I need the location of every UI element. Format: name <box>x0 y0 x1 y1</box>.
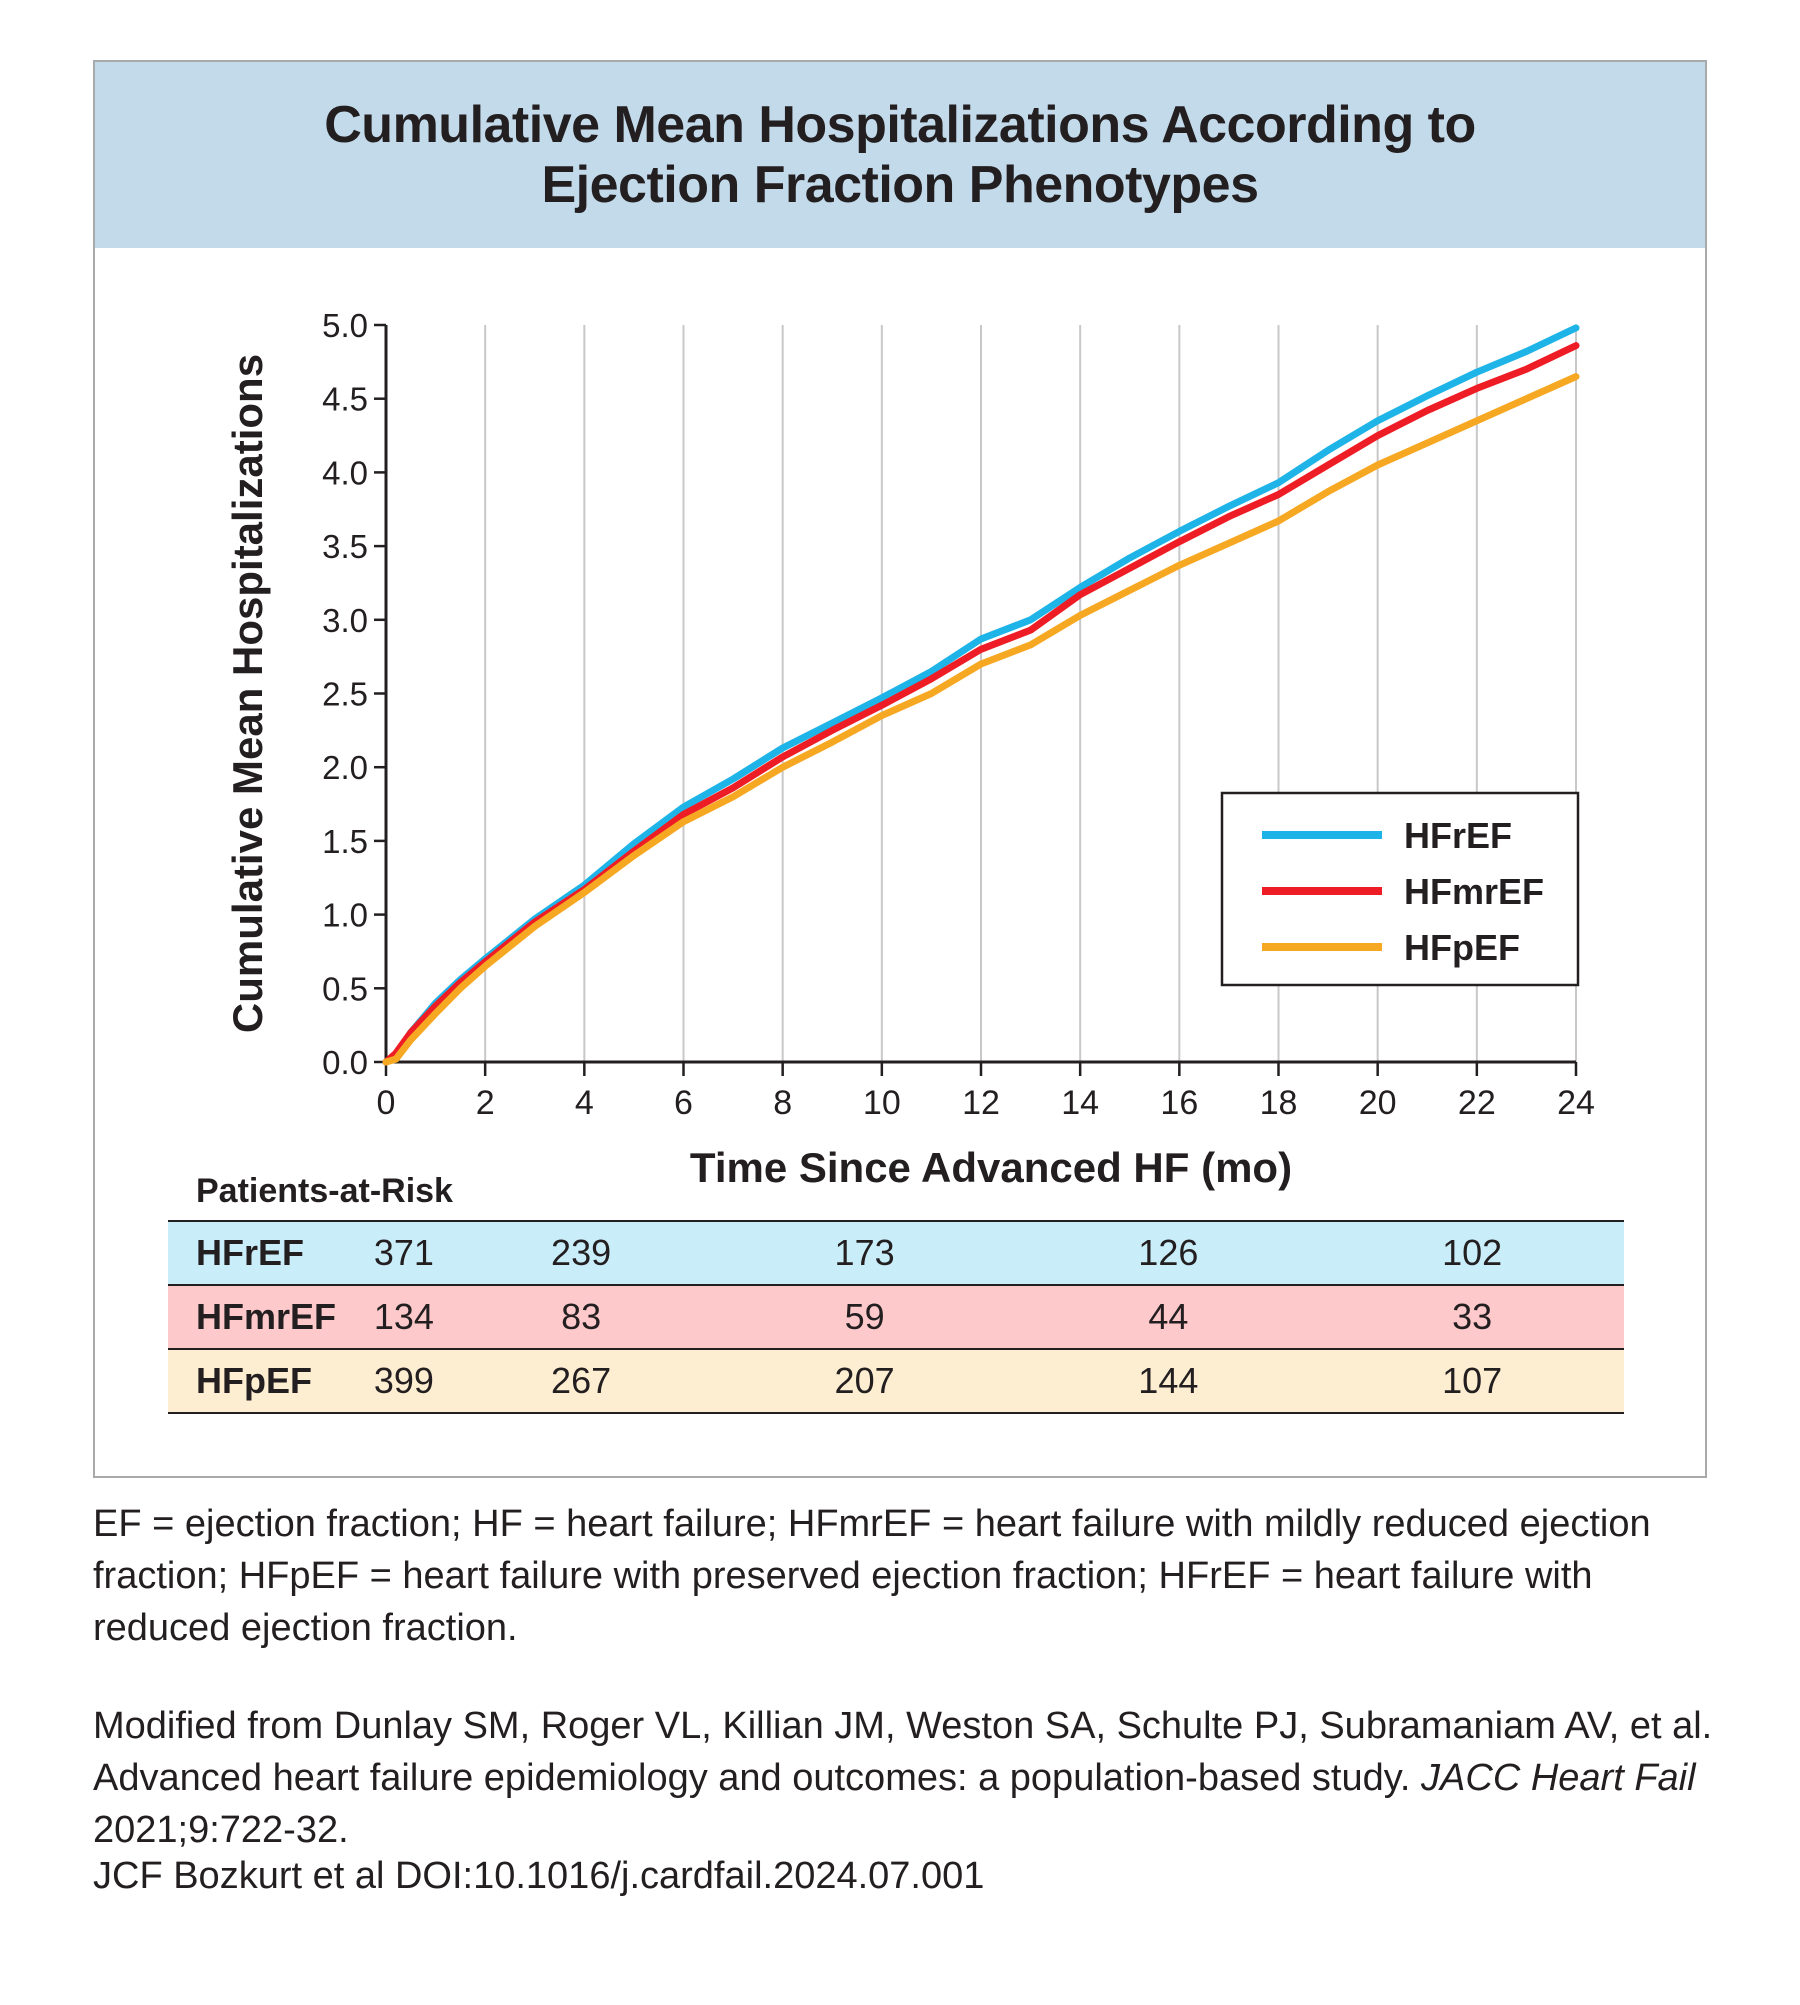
x-tick-label: 8 <box>773 1084 792 1122</box>
risk-cell: 267 <box>551 1360 612 1401</box>
chart-title-line2: Ejection Fraction Phenotypes <box>541 156 1259 214</box>
y-tick-label: 2.5 <box>322 676 368 713</box>
title-banner: Cumulative Mean Hospitalizations Accordi… <box>95 62 1705 248</box>
abbreviations-footnote: EF = ejection fraction; HF = heart failu… <box>93 1498 1713 1654</box>
y-tick-label: 0.5 <box>322 970 368 1007</box>
y-tick-label: 5.0 <box>322 307 368 344</box>
y-tick-label: 4.0 <box>322 454 368 491</box>
figure-frame: Cumulative Mean Hospitalizations Accordi… <box>93 60 1707 1478</box>
chart-title: Cumulative Mean Hospitalizations Accordi… <box>324 95 1476 215</box>
series-line-hfpef <box>382 373 1580 1066</box>
y-tick-label: 0.0 <box>322 1044 368 1081</box>
x-tick-label: 6 <box>674 1084 693 1122</box>
x-tick-label: 20 <box>1359 1084 1397 1122</box>
risk-row-hfmref: HFmrEF 134 83 59 44 33 <box>168 1285 1624 1349</box>
x-tick-label: 4 <box>575 1084 594 1122</box>
y-tick-label: 4.5 <box>322 381 368 418</box>
abbreviations-text: EF = ejection fraction; HF = heart failu… <box>93 1503 1651 1649</box>
x-tick-label: 16 <box>1160 1084 1198 1122</box>
legend-label-hfmref: HFmrEF <box>1404 871 1544 912</box>
risk-cell: 83 <box>561 1296 602 1337</box>
x-tick-label: 2 <box>476 1084 495 1122</box>
y-tick-label: 1.5 <box>322 823 368 860</box>
y-tick-label: 1.0 <box>322 897 368 934</box>
source-suffix: 2021;9:722-32. <box>93 1809 349 1851</box>
x-tick-label: 14 <box>1061 1084 1099 1122</box>
x-tick-label: 18 <box>1260 1084 1298 1122</box>
risk-row-label: HFmrEF <box>196 1296 337 1337</box>
y-tick-label: 3.5 <box>322 528 368 565</box>
source-prefix: Modified from Dunlay SM, Roger VL, Killi… <box>93 1705 1713 1799</box>
source-text: Modified from Dunlay SM, Roger VL, Killi… <box>93 1700 1713 1856</box>
risk-row-label: HFpEF <box>196 1360 312 1401</box>
risk-cell: 371 <box>373 1232 434 1273</box>
risk-cell: 44 <box>1148 1296 1189 1337</box>
x-tick-label: 10 <box>863 1084 901 1122</box>
risk-cell: 173 <box>834 1232 895 1273</box>
y-axis-title: Cumulative Mean Hospitalizations <box>224 354 271 1033</box>
risk-cell: 33 <box>1452 1296 1493 1337</box>
source-journal: JACC Heart Fail <box>1421 1757 1696 1799</box>
risk-cell: 207 <box>834 1360 895 1401</box>
risk-cell: 144 <box>1138 1360 1199 1401</box>
source-footnote: Modified from Dunlay SM, Roger VL, Killi… <box>93 1700 1713 1856</box>
legend-label-hfpef: HFpEF <box>1404 927 1520 968</box>
series-line-hfmref <box>382 342 1580 1066</box>
line-chart: 0.00.51.01.52.02.53.03.54.04.55.00 2 4 6 8 10… <box>224 307 1595 1191</box>
risk-row-label: HFrEF <box>196 1232 304 1273</box>
risk-cell: 102 <box>1442 1232 1503 1273</box>
y-tick-label: 3.0 <box>322 602 368 639</box>
risk-row-hfpef: HFpEF 399 267 207 144 107 <box>168 1349 1624 1413</box>
patients-at-risk-title: Patients-at-Risk <box>196 1172 453 1210</box>
risk-row-hfref: HFrEF 371 239 173 126 102 <box>168 1221 1624 1285</box>
citation-text: JCF Bozkurt et al DOI:10.1016/j.cardfail… <box>93 1855 985 1897</box>
patients-at-risk-table: HFrEF 371 239 173 126 102 HFmrEF 134 83 59 44 33 HFp… <box>168 1220 1624 1414</box>
risk-cell: 134 <box>373 1296 434 1337</box>
risk-cell: 399 <box>373 1360 434 1401</box>
risk-cell: 107 <box>1442 1360 1503 1401</box>
x-tick-label: 24 <box>1557 1084 1595 1122</box>
risk-cell: 59 <box>844 1296 885 1337</box>
risk-cell: 126 <box>1138 1232 1199 1273</box>
x-tick-label: 0 <box>377 1084 396 1122</box>
x-axis-title: Time Since Advanced HF (mo) <box>690 1144 1292 1191</box>
y-tick-label: 2.0 <box>322 749 368 786</box>
risk-cell: 239 <box>551 1232 612 1273</box>
x-tick-label: 22 <box>1458 1084 1496 1122</box>
citation-footnote: JCF Bozkurt et al DOI:10.1016/j.cardfail… <box>93 1850 1713 1902</box>
chart-title-line1: Cumulative Mean Hospitalizations Accordi… <box>324 96 1476 154</box>
legend-label-hfref: HFrEF <box>1404 815 1512 856</box>
x-tick-label: 12 <box>962 1084 1000 1122</box>
